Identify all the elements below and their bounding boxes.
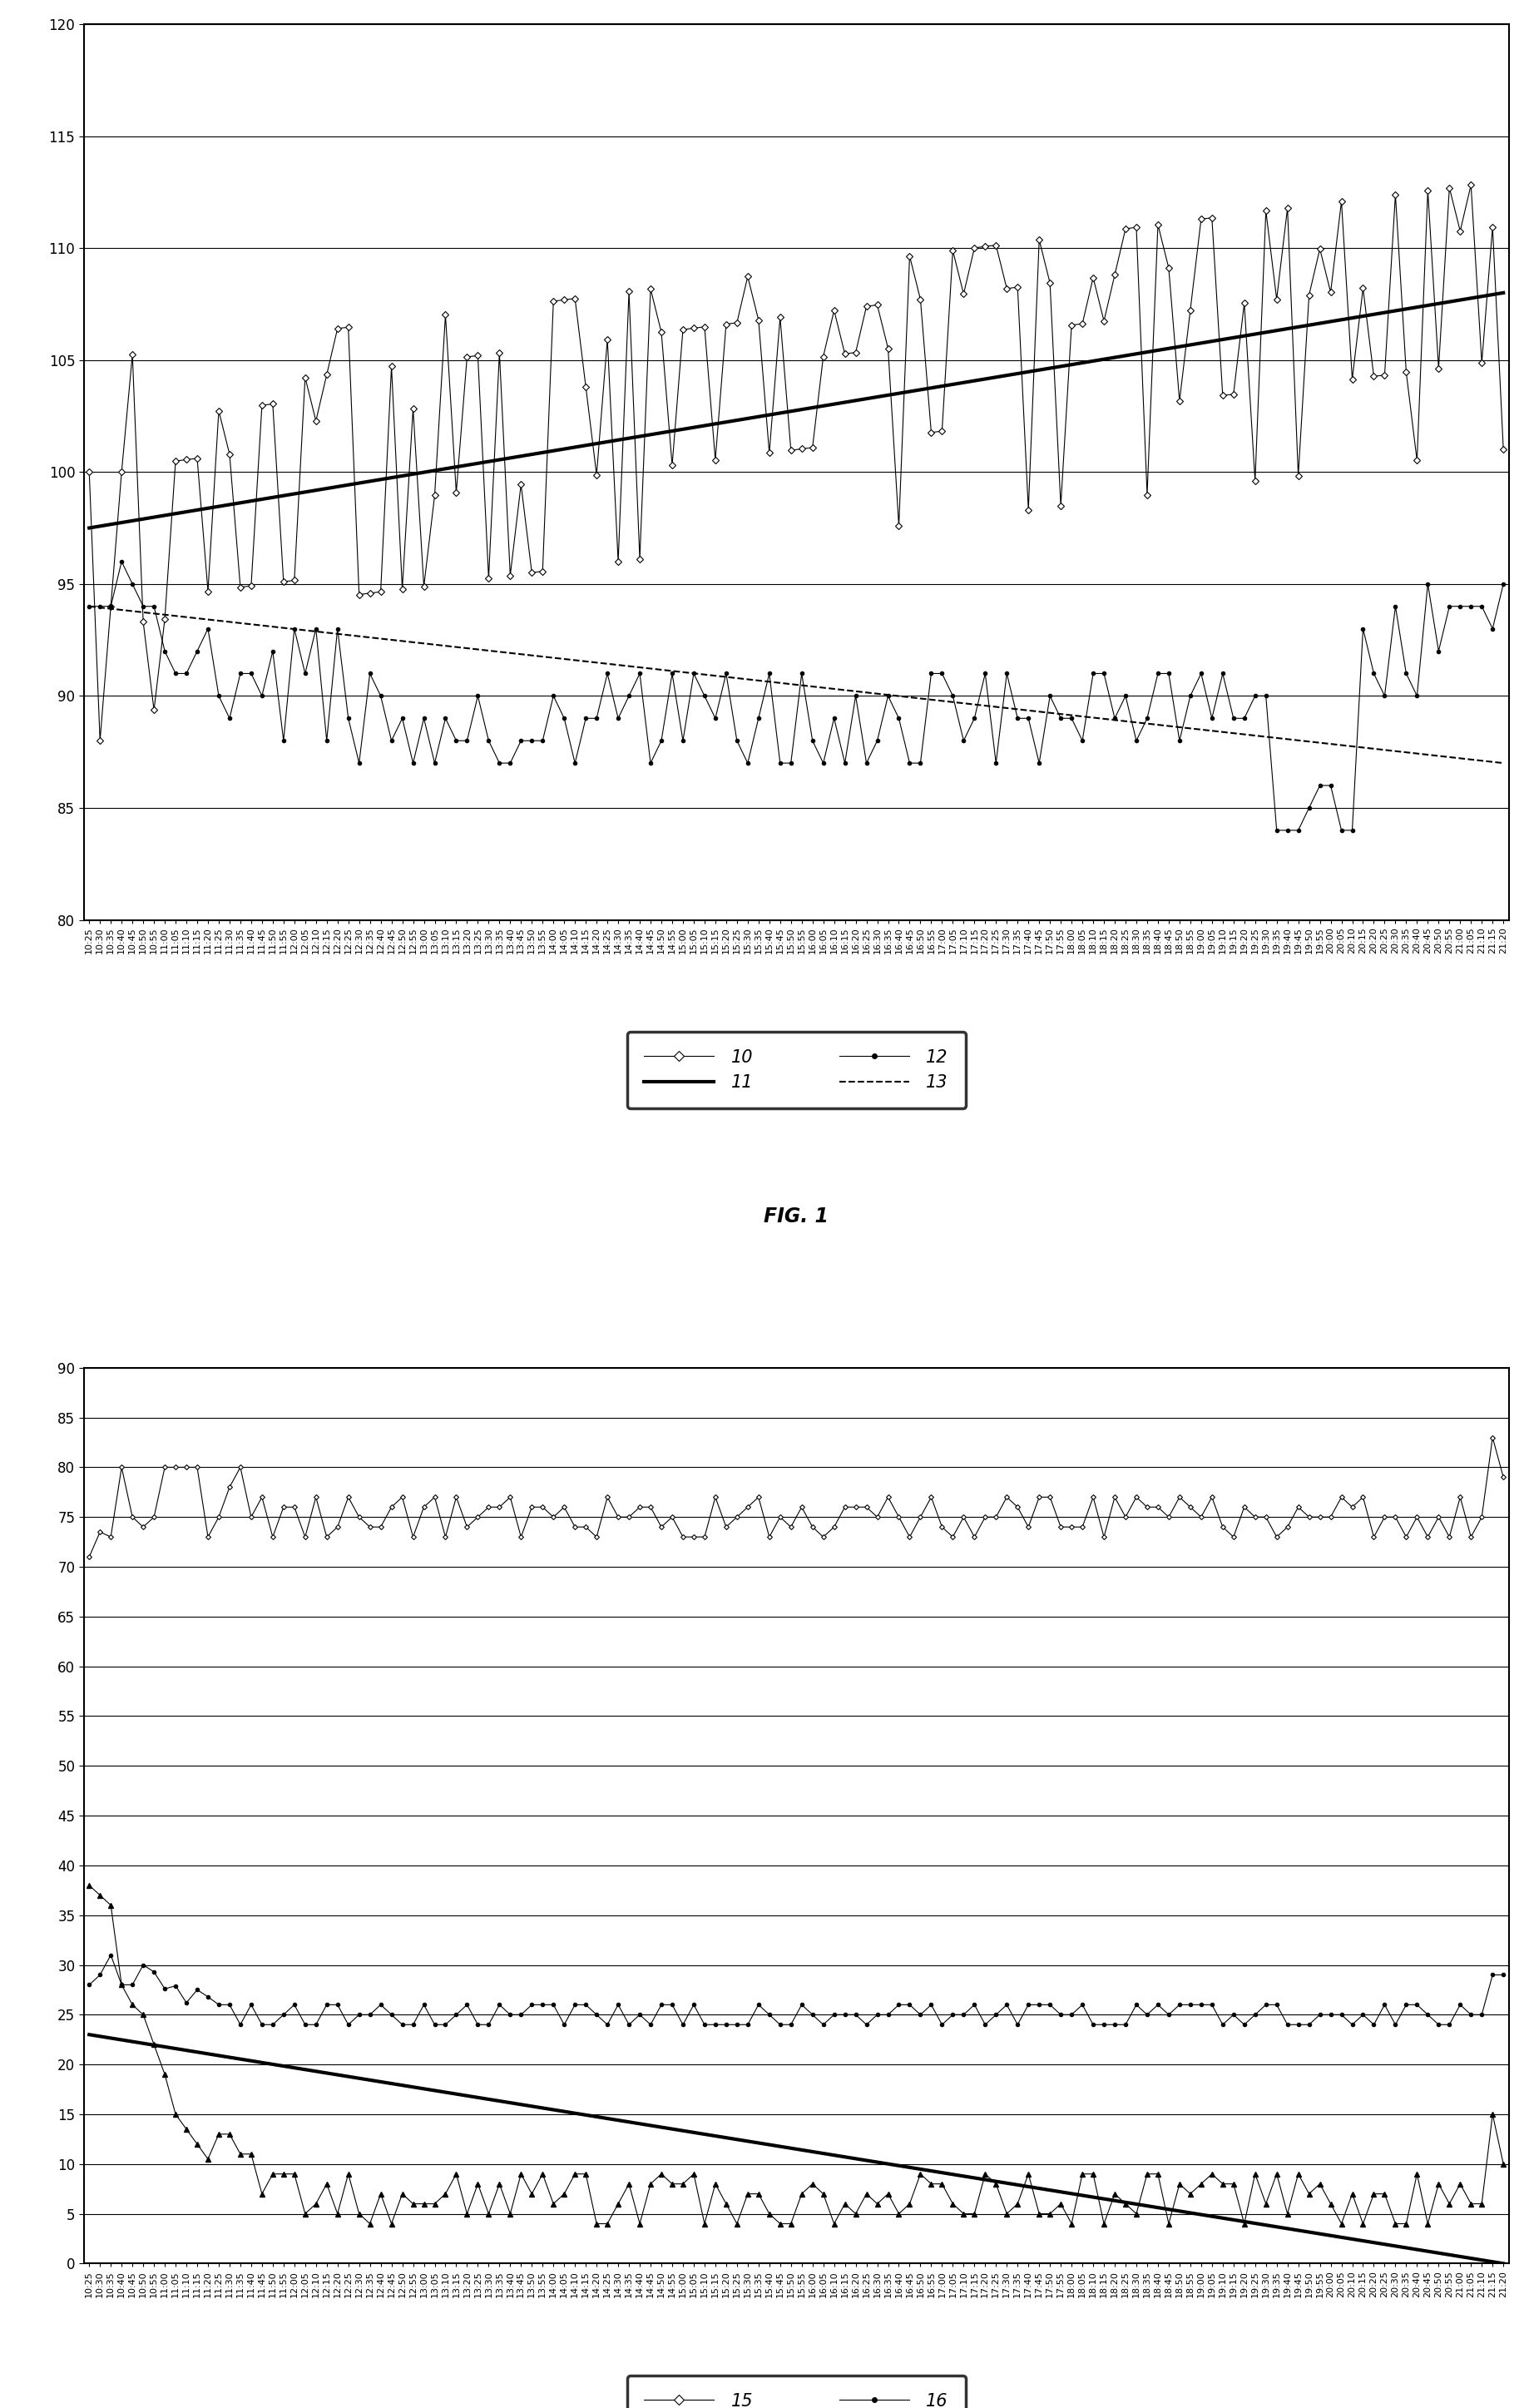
10 bbox=[264, 390, 282, 419]
11 bbox=[198, 494, 216, 523]
16 bbox=[232, 2011, 250, 2040]
18 bbox=[1224, 2206, 1242, 2235]
Line: 11: 11 bbox=[90, 294, 1503, 527]
Line: 10: 10 bbox=[87, 183, 1506, 744]
Legend: 15, 17, 16, 18: 15, 17, 16, 18 bbox=[626, 2374, 966, 2408]
17 bbox=[565, 2160, 584, 2189]
18 bbox=[512, 2090, 530, 2119]
10 bbox=[565, 284, 584, 313]
18 bbox=[1494, 2249, 1512, 2278]
15 bbox=[81, 1544, 99, 1572]
Line: 18: 18 bbox=[90, 2035, 1503, 2264]
12 bbox=[210, 681, 229, 710]
16 bbox=[81, 1970, 99, 1999]
Legend: 10, 11, 12, 13: 10, 11, 12, 13 bbox=[626, 1031, 966, 1108]
12 bbox=[1494, 571, 1512, 600]
17 bbox=[253, 2179, 271, 2208]
11 bbox=[1494, 279, 1512, 308]
16 bbox=[576, 1991, 594, 2020]
17 bbox=[1224, 2170, 1242, 2199]
16 bbox=[274, 2001, 293, 2030]
17 bbox=[1494, 2150, 1512, 2179]
17 bbox=[198, 2146, 216, 2174]
18 bbox=[1213, 2203, 1231, 2232]
15 bbox=[512, 1522, 530, 1551]
10 bbox=[523, 559, 541, 588]
18 bbox=[81, 2020, 99, 2049]
10 bbox=[1462, 171, 1480, 200]
10 bbox=[1224, 380, 1242, 409]
11 bbox=[1224, 323, 1242, 352]
12 bbox=[81, 592, 99, 621]
13 bbox=[512, 641, 530, 669]
18 bbox=[253, 2049, 271, 2078]
15 bbox=[1483, 1423, 1501, 1452]
12 bbox=[1234, 703, 1253, 732]
12 bbox=[523, 727, 541, 756]
17 bbox=[361, 2208, 379, 2237]
Line: 12: 12 bbox=[87, 559, 1506, 833]
12 bbox=[1224, 703, 1242, 732]
17 bbox=[1234, 2208, 1253, 2237]
16 bbox=[533, 1991, 552, 2020]
11 bbox=[81, 513, 99, 542]
16 bbox=[1494, 1960, 1512, 1989]
13 bbox=[81, 592, 99, 621]
10 bbox=[1494, 436, 1512, 465]
15 bbox=[1224, 1522, 1242, 1551]
Line: 13: 13 bbox=[90, 607, 1503, 763]
17 bbox=[81, 1871, 99, 1900]
16 bbox=[210, 1991, 229, 2020]
15 bbox=[1213, 1512, 1231, 1541]
13 bbox=[1213, 718, 1231, 746]
15 bbox=[1494, 1462, 1512, 1491]
12 bbox=[113, 547, 131, 576]
11 bbox=[512, 441, 530, 470]
11 bbox=[555, 433, 573, 462]
18 bbox=[555, 2097, 573, 2126]
18 bbox=[198, 2040, 216, 2068]
16 bbox=[1247, 2001, 1265, 2030]
13 bbox=[555, 645, 573, 674]
10 bbox=[210, 397, 229, 426]
15 bbox=[198, 1522, 216, 1551]
Text: FIG. 1: FIG. 1 bbox=[764, 1206, 829, 1226]
16 bbox=[1234, 2011, 1253, 2040]
Line: 16: 16 bbox=[87, 1953, 1506, 2028]
Line: 15: 15 bbox=[87, 1435, 1506, 1558]
17 bbox=[523, 2179, 541, 2208]
12 bbox=[565, 749, 584, 778]
13 bbox=[1494, 749, 1512, 778]
10 bbox=[1234, 289, 1253, 318]
12 bbox=[1268, 816, 1286, 845]
10 bbox=[81, 458, 99, 486]
15 bbox=[253, 1483, 271, 1512]
13 bbox=[198, 604, 216, 633]
11 bbox=[1213, 325, 1231, 354]
16 bbox=[102, 1941, 120, 1970]
13 bbox=[253, 612, 271, 641]
15 bbox=[555, 1493, 573, 1522]
12 bbox=[264, 636, 282, 665]
Line: 17: 17 bbox=[87, 1883, 1506, 2225]
11 bbox=[253, 484, 271, 513]
13 bbox=[1224, 718, 1242, 746]
10 bbox=[91, 727, 110, 756]
